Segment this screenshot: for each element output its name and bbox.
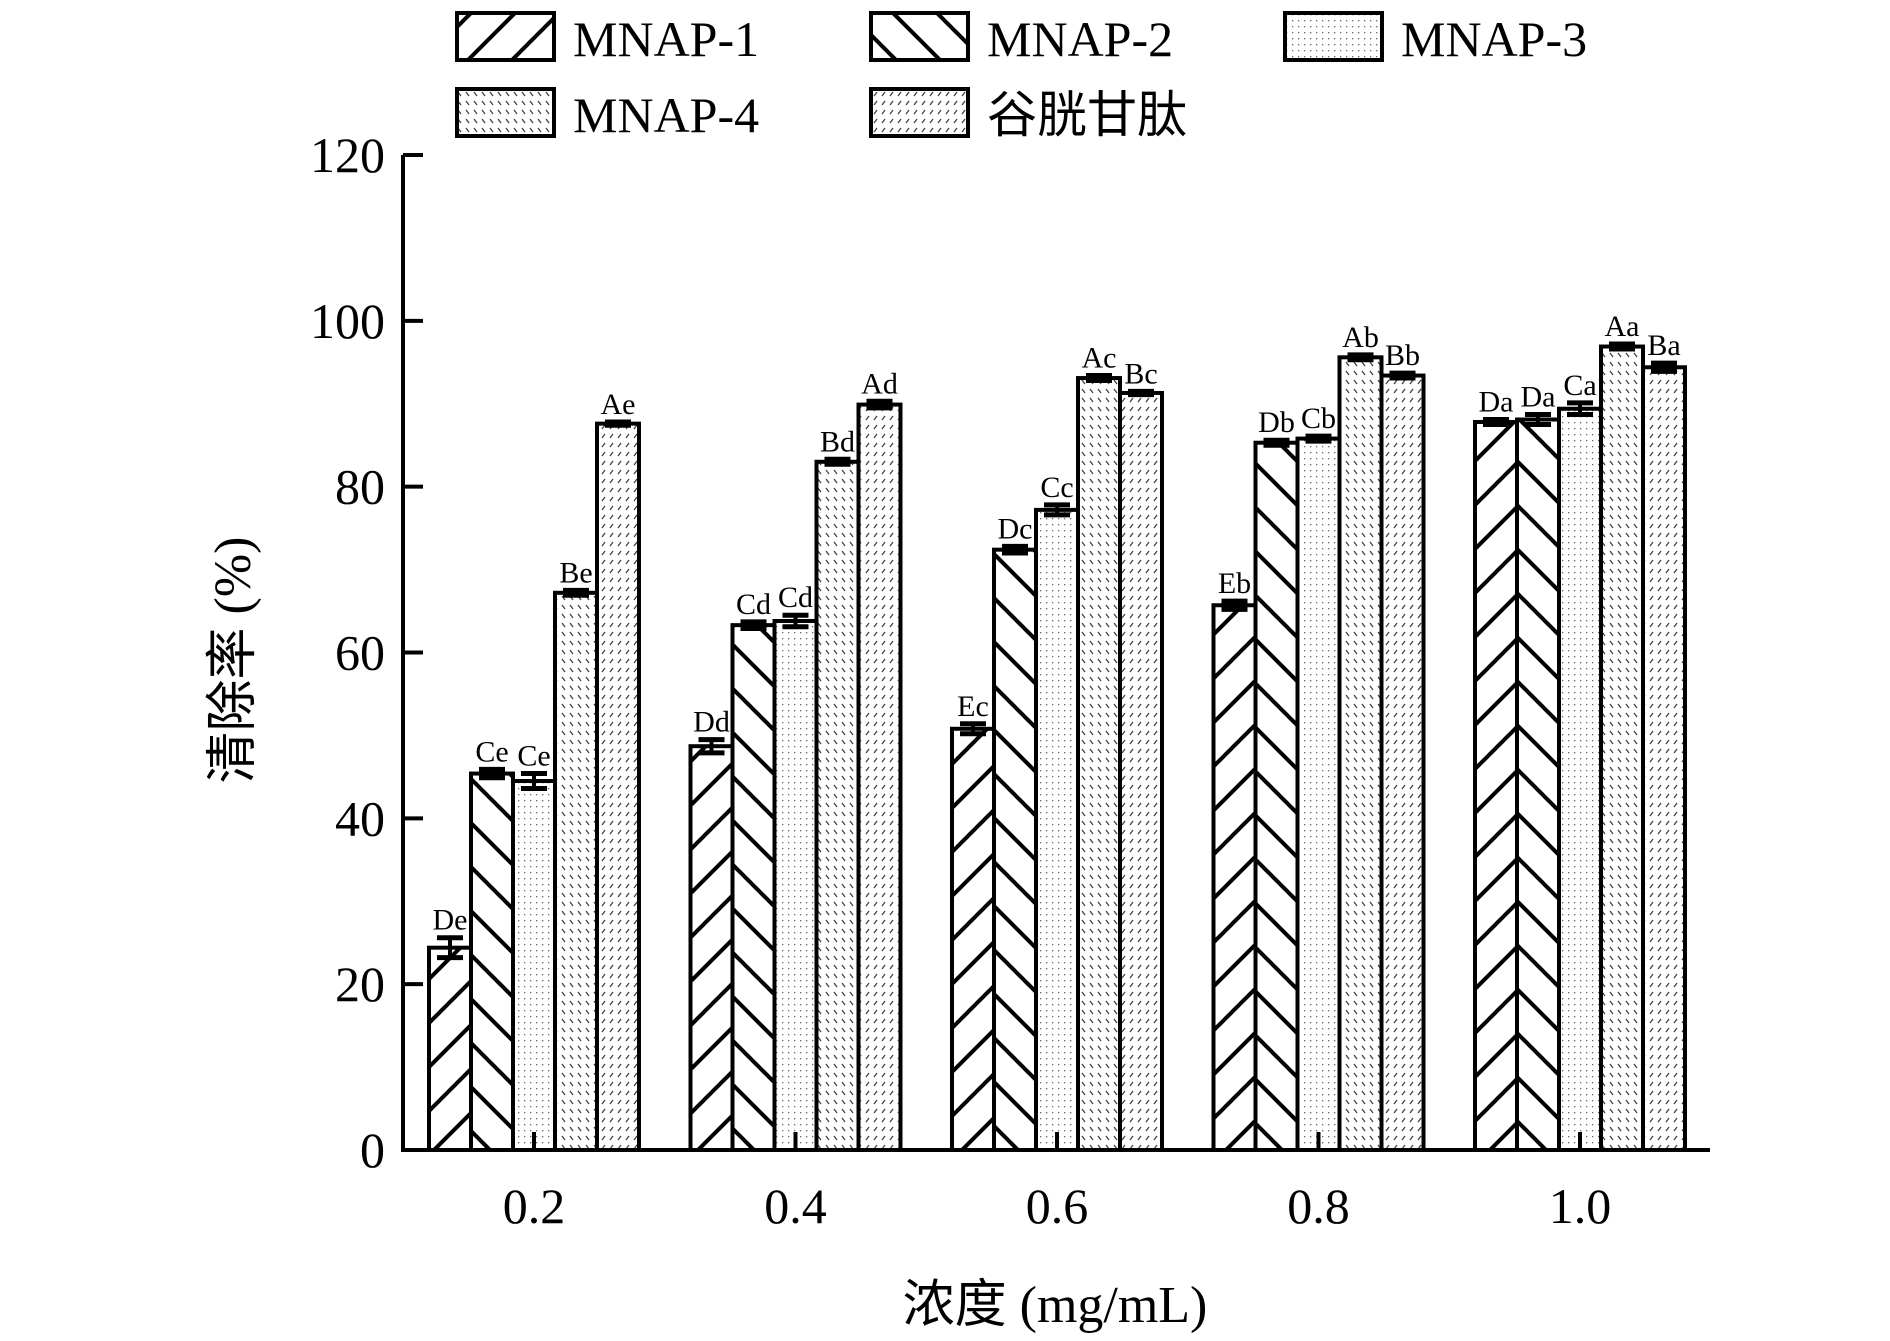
y-tick-label: 120: [310, 127, 385, 183]
bar: [1337, 355, 1384, 1153]
legend-swatch: [869, 11, 970, 62]
legend-label: MNAP-1: [573, 11, 759, 67]
bar: [950, 726, 996, 1152]
x-axis-title: 浓度 (mg/mL): [903, 1277, 1208, 1334]
bar: [1034, 507, 1080, 1152]
bar: [595, 421, 641, 1152]
x-tick-label: 0.8: [1287, 1178, 1350, 1234]
bar-label: Cd: [778, 581, 813, 614]
bar: [427, 945, 473, 1153]
bar: [1473, 419, 1519, 1153]
bar-label: Ad: [861, 367, 898, 400]
bar-label: Db: [1258, 406, 1295, 439]
bar: [772, 618, 819, 1152]
bar-label: Cb: [1301, 402, 1336, 435]
legend-swatch: [455, 11, 556, 62]
bar-label: Ca: [1563, 369, 1596, 402]
bar: [1557, 406, 1603, 1153]
legend-label: MNAP-4: [573, 87, 759, 143]
bar-label: Bb: [1385, 339, 1420, 372]
y-ticks: 0 20 40 60 80 100 120: [310, 127, 423, 1178]
bar-label: Bc: [1124, 357, 1157, 390]
bar: [1599, 344, 1645, 1153]
legend-item: 谷胱甘肽: [869, 87, 1187, 143]
x-ticks: 0.2 0.4 0.6 0.8 1.0: [503, 1132, 1612, 1234]
bar-label: Bd: [820, 425, 855, 458]
bar-label: Dd: [693, 706, 730, 739]
bar-label: Cc: [1040, 471, 1073, 504]
bar: [1515, 417, 1561, 1153]
bar: [511, 779, 557, 1152]
bar-label: Ba: [1647, 329, 1680, 362]
bar-label: Aa: [1605, 310, 1640, 343]
bar-label: Ce: [475, 735, 508, 768]
bar-label: De: [433, 904, 468, 937]
legend-swatch: [1283, 11, 1384, 62]
bar: [553, 590, 599, 1152]
bar: [814, 459, 861, 1152]
x-tick-label: 0.6: [1026, 1178, 1089, 1234]
bar: [1118, 390, 1164, 1152]
bar-label: Cd: [736, 588, 771, 621]
bar: [1211, 603, 1258, 1152]
legend-item: MNAP-4: [455, 87, 759, 143]
y-axis-title: 清除率 (%): [205, 537, 262, 784]
bar-label: Ae: [601, 388, 636, 421]
bar: [856, 402, 903, 1152]
x-tick-label: 0.2: [503, 1178, 566, 1234]
bar-label: Da: [1479, 386, 1514, 419]
bar-label: Ac: [1082, 342, 1117, 375]
bar-label: Ce: [517, 740, 550, 773]
bar-label: Dc: [998, 512, 1033, 545]
x-tick-label: 1.0: [1549, 1178, 1612, 1234]
legend-swatch: [455, 87, 556, 138]
legend-swatch: [869, 87, 970, 138]
y-tick-label: 100: [310, 293, 385, 349]
bar-label: Be: [559, 556, 592, 589]
y-tick-label: 80: [335, 459, 385, 515]
legend-label: MNAP-3: [1401, 11, 1587, 67]
bar: [469, 771, 515, 1153]
bar-label: Eb: [1218, 567, 1251, 600]
bar: [1295, 436, 1342, 1152]
bar-label: Ec: [957, 690, 989, 723]
legend-label: 谷胱甘肽: [987, 87, 1187, 143]
bar-label: Ab: [1342, 321, 1379, 354]
bar-label: Da: [1521, 381, 1556, 414]
bar: [1076, 376, 1122, 1152]
legend-label: MNAP-2: [987, 11, 1173, 67]
bar: [730, 623, 777, 1152]
y-tick-label: 60: [335, 625, 385, 681]
y-tick-label: 40: [335, 790, 385, 846]
legend-item: MNAP-1: [455, 11, 759, 67]
x-tick-label: 0.4: [764, 1178, 827, 1234]
y-tick-label: 0: [360, 1122, 385, 1178]
bar: [1253, 440, 1300, 1152]
bar: [1641, 365, 1687, 1152]
y-tick-label: 20: [335, 956, 385, 1012]
bar: [1379, 373, 1426, 1152]
legend-item: MNAP-2: [869, 11, 1173, 67]
legend: MNAP-1 MNAP-2 MNAP-3 MNAP-4 谷胱甘肽: [455, 11, 1587, 143]
bar: [992, 547, 1038, 1152]
bar: [688, 744, 735, 1153]
legend-item: MNAP-3: [1283, 11, 1587, 67]
